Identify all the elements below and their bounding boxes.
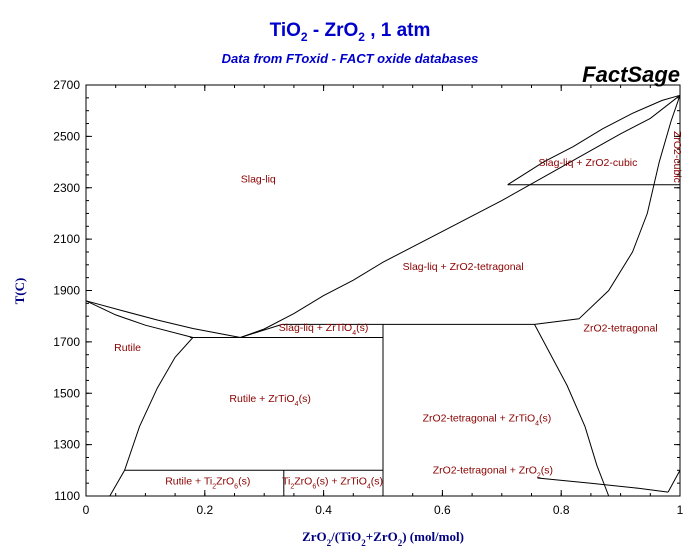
factsage-logo: FactSage	[582, 62, 680, 87]
boundary-cubic-tetragonal-boundary	[534, 95, 681, 325]
x-tick-label: 0.6	[434, 503, 451, 517]
axis-ticks: 0 0.2 0.4 0.6 0.8 1 1100 1300 1500 1700 1900 2100 23…	[53, 78, 683, 517]
boundary-zro2-s-line	[537, 477, 669, 493]
x-tick-label: 0	[83, 503, 90, 517]
region-labels: Slag-liq Rutile Slag-liq + ZrTiO4(s) Rutile…	[114, 131, 683, 490]
region-label: ZrO2-tetragonal + ZrO2(s)	[433, 464, 553, 479]
region-label: ZrO2-tetragonal	[584, 323, 658, 335]
y-axis-title: T(C)	[12, 278, 27, 305]
region-label: Ti2ZrO6(s) + ZrTiO4(s)	[282, 475, 383, 490]
boundary-liquidus-left	[85, 300, 241, 338]
x-tick-label: 0.2	[196, 503, 213, 517]
boundary-tetragonal-solvus	[534, 324, 610, 497]
region-label-vertical: ZrO2-cubic	[671, 131, 683, 183]
x-tick-label: 1	[677, 503, 684, 517]
y-tick-label: 1900	[53, 284, 80, 298]
chart-title: TiO2 - ZrO2 , 1 atm	[269, 20, 431, 44]
y-tick-label: 1500	[53, 386, 80, 400]
region-label: Slag-liq + ZrO2-tetragonal	[403, 261, 524, 273]
region-label: Rutile + Ti2ZrO6(s)	[165, 475, 250, 490]
boundary-liquidus-right	[240, 94, 681, 338]
phase-boundaries	[85, 94, 681, 497]
y-tick-label: 2100	[53, 232, 80, 246]
y-tick-label: 2700	[53, 78, 80, 92]
x-axis-title: ZrO2/(TiO2+ZrO2) (mol/mol)	[302, 529, 464, 548]
x-tick-label: 0.8	[553, 503, 570, 517]
region-label: Slag-liq	[241, 174, 276, 186]
boundary-cubic-solvus-left	[507, 94, 681, 186]
region-label: Rutile	[114, 342, 141, 354]
y-tick-label: 2300	[53, 181, 80, 195]
y-tick-label: 1300	[53, 438, 80, 452]
boundary-right-edge-segment	[667, 470, 681, 493]
x-tick-label: 0.4	[315, 503, 332, 517]
region-label: Slag-liq + ZrO2-cubic	[538, 157, 637, 169]
y-tick-label: 2500	[53, 129, 80, 143]
boundary-rutile-solvus-upper	[85, 300, 194, 338]
boundary-zrtio4-liq-left	[240, 323, 283, 338]
boundary-rutile-solvus-lower	[109, 337, 194, 497]
y-tick-label: 1100	[54, 489, 80, 503]
region-label: Slag-liq + ZrTiO4(s)	[279, 322, 369, 337]
chart-subtitle: Data from FToxid - FACT oxide databases	[221, 51, 479, 66]
region-label: ZrO2-tetragonal + ZrTiO4(s)	[423, 413, 552, 428]
y-tick-label: 1700	[53, 335, 80, 349]
region-label: Rutile + ZrTiO4(s)	[229, 393, 310, 408]
